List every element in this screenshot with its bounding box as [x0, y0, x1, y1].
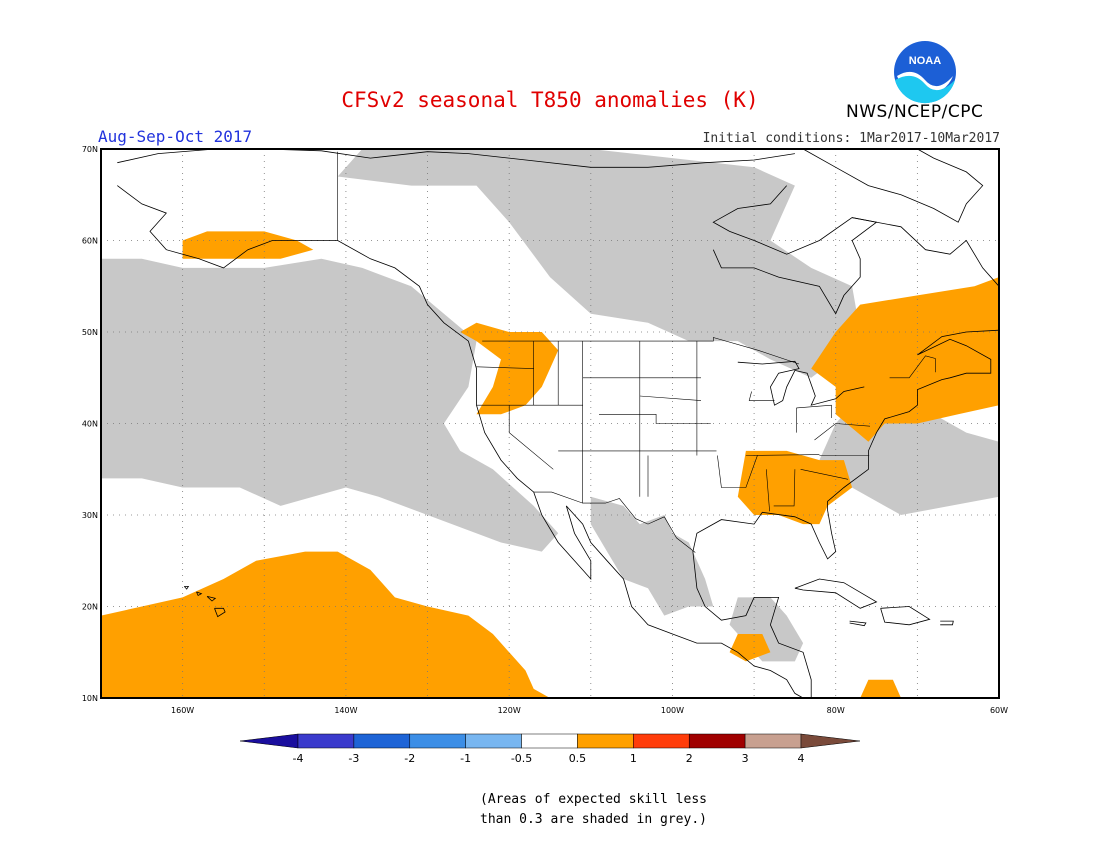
coastline: [184, 586, 190, 590]
colorbar-label: 1: [630, 752, 637, 765]
coastline: [737, 360, 865, 406]
political-border: [508, 405, 554, 470]
skill-footnote: (Areas of expected skill less than 0.3 a…: [480, 790, 707, 830]
season-label: Aug-Sep-Oct 2017: [98, 127, 253, 146]
latitude-tick-label: 50N: [82, 328, 98, 337]
initial-conditions-label: Initial conditions: 1Mar2017-10Mar2017: [702, 131, 1000, 146]
coastline: [206, 596, 217, 602]
political-border: [796, 404, 832, 409]
political-border: [814, 423, 871, 441]
political-border: [476, 366, 534, 369]
coastline: [852, 217, 1000, 287]
warm-anomaly-region: [182, 231, 314, 259]
colorbar-label: -3: [348, 752, 359, 765]
longitude-tick-label: 160W: [171, 706, 194, 715]
warm-anomaly-region: [811, 277, 999, 442]
colorbar-segment: [688, 733, 746, 749]
colorbar-segment: [409, 733, 466, 749]
colorbar-label: 2: [686, 752, 693, 765]
coastline: [692, 329, 1000, 698]
coastline-layer: [117, 148, 1000, 699]
latitude-tick-label: 30N: [82, 511, 98, 520]
chart-title: CFSv2 seasonal T850 anomalies (K): [341, 88, 759, 112]
colorbar-label: 4: [798, 752, 805, 765]
warm-anomaly-region: [737, 450, 853, 525]
coastline: [196, 591, 203, 597]
warm-anomaly-region: [729, 634, 771, 662]
political-border: [599, 413, 711, 424]
grey-skill-region: [590, 496, 714, 616]
map-frame: [100, 148, 1000, 699]
political-border: [533, 491, 696, 553]
latitude-tick-label: 70N: [82, 145, 98, 154]
longitude-tick-label: 60W: [990, 706, 1008, 715]
colorbar-label: 0.5: [569, 752, 587, 765]
colorbar-label: -0.5: [511, 752, 532, 765]
colorbar-label: -2: [404, 752, 415, 765]
latitude-tick-label: 10N: [82, 694, 98, 703]
colorbar-high-arrow: [800, 733, 861, 749]
political-border: [800, 469, 849, 480]
latitude-tick-label: 60N: [82, 237, 98, 246]
latitude-tick-label: 20N: [82, 603, 98, 612]
svg-text:NOAA: NOAA: [909, 55, 941, 67]
colorbar-segment: [521, 733, 578, 749]
longitude-tick-label: 140W: [334, 706, 357, 715]
longitude-tick-label: 80W: [827, 706, 845, 715]
colorbar-label: -1: [460, 752, 471, 765]
longitude-tick-label: 120W: [498, 706, 521, 715]
coastline: [712, 185, 878, 315]
coastline: [849, 620, 867, 627]
coastline: [802, 148, 984, 223]
colorbar-label: -4: [293, 752, 304, 765]
colorbar-segment: [465, 733, 522, 749]
grey-skill-region: [337, 149, 861, 378]
political-border: [639, 395, 702, 401]
political-border: [482, 337, 800, 365]
footnote-line-1: (Areas of expected skill less: [480, 792, 707, 807]
colorbar-low-arrow: [239, 733, 299, 749]
colorbar-segment: [744, 733, 802, 749]
colorbar-segment: [297, 733, 355, 749]
warm-anomaly-region: [101, 551, 550, 698]
political-border: [717, 455, 758, 488]
footnote-line-2: than 0.3 are shaded in grey.): [480, 812, 707, 827]
colorbar-segment: [353, 733, 411, 749]
coastline: [794, 578, 878, 609]
noaa-logo: NOAA: [894, 41, 956, 104]
political-border: [773, 469, 796, 507]
political-border: [748, 391, 775, 401]
colorbar-segment: [577, 733, 634, 749]
political-border: [766, 469, 770, 512]
longitude-tick-label: 100W: [661, 706, 684, 715]
coastline: [214, 607, 226, 618]
warm-anomaly-region: [460, 322, 559, 415]
axis-labels-layer: 10N 20N 30N 40N 50N 60N 70N 160W 140W 120W 100W 80W…: [82, 145, 1008, 715]
coastline: [940, 620, 954, 626]
political-border: [745, 454, 820, 456]
latitude-tick-label: 40N: [82, 420, 98, 429]
colorbar-segment: [633, 733, 690, 749]
organization-label: NWS/NCEP/CPC: [846, 102, 984, 122]
coastline: [880, 606, 931, 626]
colorbar: -4 -3 -2 -1 -0.5 0.5 1 2 3 4: [239, 733, 861, 765]
warm-anomaly-region: [860, 679, 901, 698]
political-border: [889, 355, 936, 379]
colorbar-label: 3: [742, 752, 749, 765]
